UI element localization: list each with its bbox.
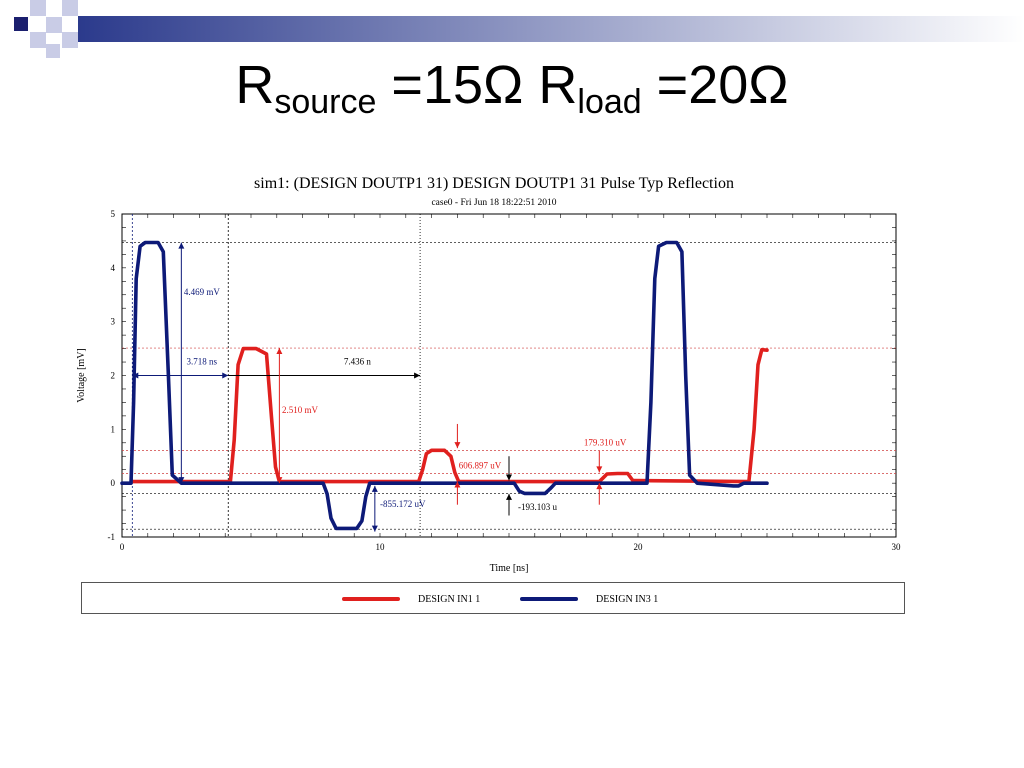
corner-square (46, 17, 62, 33)
title-subscript: load (577, 83, 642, 121)
arrow-head (596, 466, 603, 473)
annotation-label: 3.718 ns (187, 357, 218, 367)
y-tick-label: 0 (111, 478, 116, 488)
arrow-head (506, 474, 512, 481)
corner-square (30, 32, 46, 48)
x-tick-label: 30 (892, 542, 902, 552)
arrow-head (454, 442, 461, 449)
annotation-label: -855.172 uV (380, 499, 426, 509)
arrow-head (371, 525, 378, 532)
arrow-head (454, 481, 461, 488)
arrow-head (371, 485, 378, 492)
title-part: =20Ω (641, 55, 789, 115)
y-tick-label: 1 (111, 424, 116, 434)
slide-title: Rsource =15Ω Rload =20Ω (0, 58, 1024, 119)
y-tick-label: -1 (108, 532, 116, 542)
arrow-head (222, 372, 229, 379)
arrow-head (414, 372, 421, 379)
arrow-head (178, 242, 185, 249)
legend-label: DESIGN IN3 1 (596, 593, 659, 605)
y-axis-label: Voltage [mV] (76, 348, 87, 403)
header-gradient-bar (78, 16, 1024, 42)
legend-swatch-red (342, 597, 400, 601)
x-tick-label: 20 (634, 542, 644, 552)
legend-item: DESIGN IN1 1 (342, 591, 480, 607)
title-subscript: source (274, 83, 377, 121)
legend-label: DESIGN IN1 1 (418, 593, 481, 605)
annotation-label: 2.510 mV (282, 405, 319, 415)
series-line (130, 346, 769, 484)
x-tick-label: 10 (376, 542, 386, 552)
corner-decoration (14, 0, 1024, 58)
y-tick-label: 3 (111, 317, 116, 327)
chart-title: sim1: (DESIGN DOUTP1 31) DESIGN DOUTP1 3… (254, 175, 734, 192)
y-tick-label: 4 (111, 263, 116, 273)
arrow-head (276, 477, 283, 484)
corner-square (62, 0, 78, 16)
annotation-label: 179.310 uV (584, 437, 627, 447)
annotation-label: 7.436 n (344, 357, 372, 367)
annotation-label: -193.103 u (518, 502, 557, 512)
title-part: =15Ω R (376, 55, 578, 115)
arrow-head (596, 483, 603, 490)
title-part: R (235, 55, 275, 115)
corner-square (62, 32, 78, 48)
arrow-head (132, 372, 139, 379)
y-tick-label: 5 (111, 209, 116, 219)
arrow-head (276, 348, 283, 355)
x-tick-label: 0 (120, 542, 125, 552)
x-axis-label: Time [ns] (490, 563, 529, 574)
legend-item: DESIGN IN3 1 (520, 591, 658, 607)
corner-square (14, 17, 28, 31)
series-line (120, 240, 769, 531)
chart-legend: DESIGN IN1 1 DESIGN IN3 1 (81, 582, 905, 614)
corner-square (46, 44, 60, 58)
legend-swatch-blue (520, 597, 578, 601)
arrow-head (178, 477, 185, 484)
arrow-head (506, 493, 512, 500)
annotation-label: 606.897 uV (459, 461, 502, 471)
corner-square (30, 0, 46, 16)
y-tick-label: 2 (111, 371, 116, 381)
annotation-label: 4.469 mV (184, 287, 221, 297)
chart-subtitle: case0 - Fri Jun 18 18:22:51 2010 (431, 198, 557, 208)
